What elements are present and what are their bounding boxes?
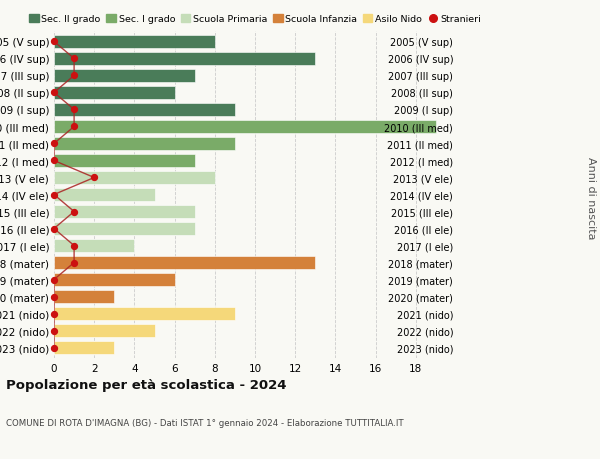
Point (89, 174, 99, 182)
Point (49, 327, 59, 335)
Point (49, 90, 59, 97)
Point (49, 293, 59, 301)
Point (49, 344, 59, 352)
Legend: Sec. II grado, Sec. I grado, Scuola Primaria, Scuola Infanzia, Asilo Nido, Stran: Sec. II grado, Sec. I grado, Scuola Prim… (29, 15, 481, 24)
Point (49, 310, 59, 318)
Point (69, 259, 79, 267)
Bar (54, 189, 155, 202)
Point (69, 56, 79, 63)
Point (49, 39, 59, 46)
Bar (54, 206, 195, 218)
Bar (54, 307, 235, 320)
Point (49, 191, 59, 199)
Bar (54, 223, 195, 235)
Bar (54, 87, 175, 100)
Bar (54, 256, 316, 269)
Text: Popolazione per età scolastica - 2024: Popolazione per età scolastica - 2024 (6, 379, 287, 392)
Point (69, 242, 79, 250)
Bar (54, 341, 115, 354)
Point (49, 157, 59, 165)
Bar (54, 36, 215, 49)
Bar (54, 138, 235, 151)
Bar (54, 121, 436, 134)
Point (49, 276, 59, 284)
Text: Anni di nascita: Anni di nascita (586, 156, 596, 239)
Point (49, 140, 59, 148)
Bar (54, 104, 235, 117)
Bar (54, 172, 215, 185)
Point (69, 123, 79, 131)
Point (69, 106, 79, 114)
Bar (54, 273, 175, 286)
Bar (54, 324, 155, 337)
Text: COMUNE DI ROTA D'IMAGNA (BG) - Dati ISTAT 1° gennaio 2024 - Elaborazione TUTTITA: COMUNE DI ROTA D'IMAGNA (BG) - Dati ISTA… (6, 418, 404, 427)
Bar (54, 240, 134, 252)
Bar (54, 70, 195, 83)
Bar (54, 53, 316, 66)
Point (49, 225, 59, 233)
Point (69, 208, 79, 216)
Bar (54, 290, 115, 303)
Bar (54, 155, 195, 168)
Point (69, 73, 79, 80)
